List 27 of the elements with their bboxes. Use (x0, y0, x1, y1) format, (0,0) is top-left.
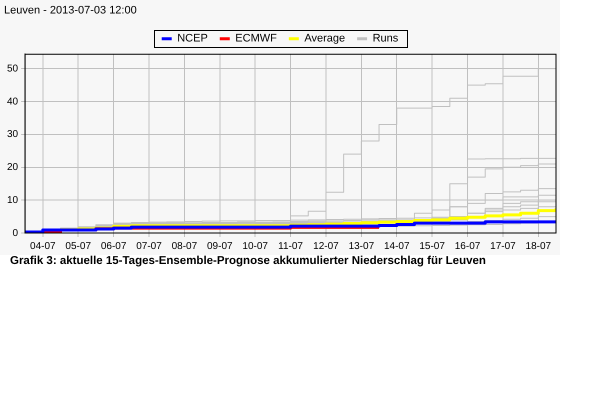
x-tick-label: 05-07 (65, 240, 92, 252)
x-tick-label: 12-07 (313, 240, 340, 252)
x-tick-label: 14-07 (384, 240, 410, 252)
y-tick-label: 0 (12, 228, 19, 239)
x-tick-label: 07-07 (136, 240, 162, 252)
y-tick-label: 20 (7, 162, 19, 174)
x-tick-label: 17-07 (490, 240, 516, 252)
x-tick-label: 08-07 (172, 240, 198, 252)
x-tick-label: 09-07 (206, 240, 234, 252)
x-tick-label: 16-07 (454, 240, 481, 252)
legend-label: Runs (372, 32, 399, 45)
x-tick-label: 10-07 (242, 240, 268, 252)
x-tick-label: 04-07 (30, 240, 56, 252)
x-tick-label: 15-07 (419, 240, 446, 252)
y-tick-label: 10 (7, 194, 19, 206)
x-tick-label: 18-07 (526, 240, 552, 252)
y-tick-label: 50 (7, 63, 19, 74)
y-tick-label: 40 (7, 96, 19, 108)
x-tick-label: 13-07 (348, 240, 375, 252)
legend-label: ECMWF (235, 32, 278, 45)
legend-label: Average (304, 32, 346, 45)
x-tick-label: 06-07 (100, 240, 127, 252)
text: Grafik 3: aktuelle 15-Tages-Ensemble-Prognose akkumulierter Niederschlag für Leuven (10, 255, 486, 267)
x-tick-label: 11-07 (278, 240, 304, 252)
y-tick-label: 30 (7, 129, 19, 140)
legend-label: NCEP (177, 32, 208, 45)
chart-title: Leuven - 2013-07-03 12:00 (4, 4, 137, 17)
